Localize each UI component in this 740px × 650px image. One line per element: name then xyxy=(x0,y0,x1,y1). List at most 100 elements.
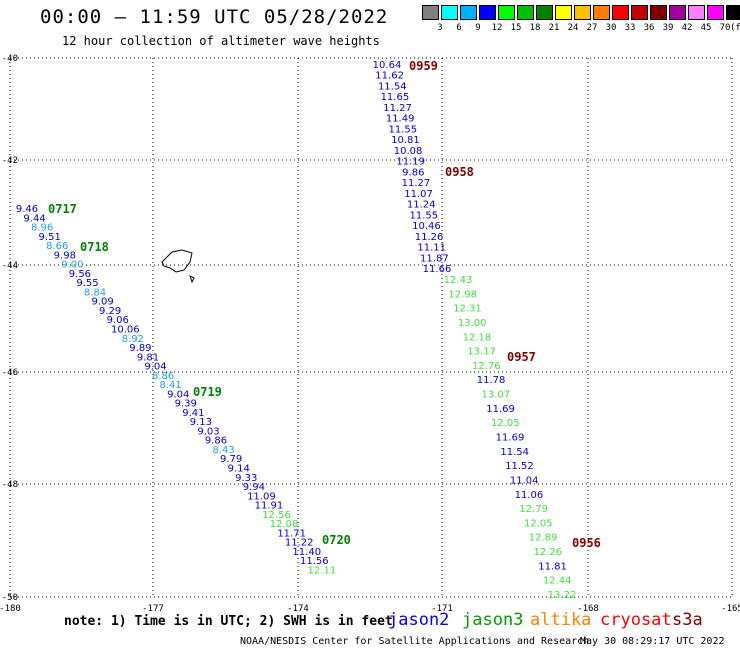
swh-value: 10.81 xyxy=(391,135,420,146)
swh-value: 8.43 xyxy=(212,445,234,456)
swh-value: 9.06 xyxy=(107,315,129,326)
swh-value: 11.54 xyxy=(500,447,529,458)
swh-value: 12.26 xyxy=(533,547,562,558)
swh-value: 12.08 xyxy=(270,519,299,530)
swh-value: 11.69 xyxy=(486,404,515,415)
scale-label: 24 xyxy=(567,23,579,33)
swh-value: 11.07 xyxy=(404,189,433,200)
scale-label: 70 xyxy=(719,23,731,33)
swh-value: 9.14 xyxy=(228,464,250,475)
scale-swatch xyxy=(726,5,740,20)
longitude-label: -165 xyxy=(721,604,740,614)
swh-value: 12.79 xyxy=(519,504,548,515)
legend-altika: altika xyxy=(530,610,592,630)
swh-value: 9.44 xyxy=(23,213,45,224)
latitude-label: -42 xyxy=(2,156,18,166)
swh-value: 12.76 xyxy=(472,361,501,372)
swh-value: 10.08 xyxy=(394,146,423,157)
swh-value: 11.19 xyxy=(396,157,425,168)
swh-value: 10.06 xyxy=(111,324,140,335)
swh-value: 12.89 xyxy=(529,533,558,544)
scale-label: 9 xyxy=(475,23,481,33)
longitude-label: -180 xyxy=(0,604,21,614)
swh-value: 8.84 xyxy=(84,287,106,298)
swh-value: 11.09 xyxy=(247,491,276,502)
longitude-label: -174 xyxy=(287,604,309,614)
swh-value: 11.52 xyxy=(505,461,534,472)
scale-label: 45 xyxy=(700,23,712,33)
scale-label: 33 xyxy=(624,23,636,33)
swh-value: 9.86 xyxy=(205,436,227,447)
swh-value: 11.62 xyxy=(375,71,404,82)
longitude-label: -168 xyxy=(577,604,599,614)
footer-note: note: 1) Time is in UTC; 2) SWH is in fe… xyxy=(64,614,393,629)
swh-value: 13.07 xyxy=(481,390,510,401)
latitude-label: -48 xyxy=(2,480,18,490)
swh-value: 8.86 xyxy=(152,371,174,382)
scale-swatch xyxy=(688,5,705,20)
swh-value: 11.65 xyxy=(381,92,410,103)
scale-label: 6 xyxy=(456,23,462,33)
legend-jason3: jason3 xyxy=(462,610,524,630)
swh-value: 9.13 xyxy=(190,417,212,428)
scale-swatch xyxy=(574,5,591,20)
swh-value: 10.46 xyxy=(412,221,441,232)
swh-value: 12.56 xyxy=(262,510,291,521)
longitude-label: -171 xyxy=(431,604,453,614)
swh-value: 8.66 xyxy=(46,241,68,252)
swh-value: 8.41 xyxy=(160,380,182,391)
track-time-label: 0956 xyxy=(572,536,601,550)
scale-label: 15 xyxy=(510,23,522,33)
swh-value: 8.96 xyxy=(31,223,53,234)
swh-value: 13.00 xyxy=(458,318,487,329)
legend-jason2: jason2 xyxy=(388,610,450,630)
scale-label: 27 xyxy=(586,23,598,33)
swh-value: 13.17 xyxy=(467,347,496,358)
swh-value: 9.79 xyxy=(220,454,242,465)
swh-value: 12.11 xyxy=(308,565,337,576)
swh-value: 12.44 xyxy=(543,576,572,587)
map-title: 00:00 – 11:59 UTC 05/28/2022 xyxy=(40,6,389,28)
credit-text: NOAA/NESDIS Center for Satellite Applica… xyxy=(240,636,590,647)
latitude-label: -40 xyxy=(2,54,18,64)
scale-swatch xyxy=(498,5,515,20)
map-subtitle: 12 hour collection of altimeter wave hei… xyxy=(62,34,380,48)
swh-value: 11.69 xyxy=(496,433,525,444)
swh-value: 11.06 xyxy=(515,490,544,501)
scale-swatch xyxy=(479,5,496,20)
track-time-label: 0718 xyxy=(80,240,109,254)
swh-value: 9.55 xyxy=(76,278,98,289)
swh-value: 11.22 xyxy=(285,538,314,549)
swh-value: 12.05 xyxy=(491,418,520,429)
swh-value: 9.33 xyxy=(235,473,257,484)
latitude-label: -46 xyxy=(2,368,18,378)
swh-value: 11.24 xyxy=(407,200,436,211)
swh-value: 9.94 xyxy=(243,482,265,493)
island-outline xyxy=(161,249,195,284)
swh-value: 11.11 xyxy=(417,243,446,254)
swh-value: 9.51 xyxy=(39,232,61,243)
scale-swatch xyxy=(650,5,667,20)
longitude-label: -177 xyxy=(142,604,164,614)
swh-value: 12.05 xyxy=(524,518,553,529)
scale-label: 42 xyxy=(681,23,693,33)
scale-swatch xyxy=(555,5,572,20)
scale-unit: (ft) xyxy=(730,23,740,33)
swh-value: 11.49 xyxy=(386,114,415,125)
swh-value: 11.66 xyxy=(423,264,452,275)
swh-value: 11.27 xyxy=(402,178,431,189)
swh-value: 9.29 xyxy=(99,306,121,317)
swh-value: 11.78 xyxy=(477,375,506,386)
swh-value: 9.04 xyxy=(144,362,166,373)
swh-value: 9.56 xyxy=(69,269,91,280)
scale-swatch xyxy=(631,5,648,20)
swh-value: 11.54 xyxy=(378,81,407,92)
swh-value: 8.92 xyxy=(122,334,144,345)
swh-value: 9.41 xyxy=(182,408,204,419)
scale-swatch xyxy=(460,5,477,20)
swh-value: 11.55 xyxy=(410,210,439,221)
swh-value: 12.18 xyxy=(463,332,492,343)
swh-value: 11.55 xyxy=(388,124,417,135)
scale-swatch xyxy=(593,5,610,20)
